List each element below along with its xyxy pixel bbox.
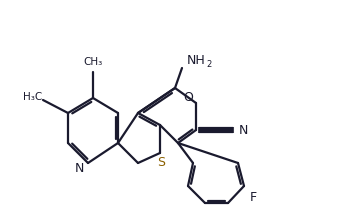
Text: N: N (238, 123, 248, 136)
Text: CH₃: CH₃ (83, 57, 103, 67)
Text: 2: 2 (207, 59, 212, 68)
Text: O: O (183, 90, 193, 103)
Text: H₃C: H₃C (23, 92, 43, 102)
Text: NH: NH (187, 53, 206, 66)
Text: N: N (74, 161, 84, 174)
Text: F: F (249, 191, 257, 204)
Text: S: S (157, 156, 165, 169)
